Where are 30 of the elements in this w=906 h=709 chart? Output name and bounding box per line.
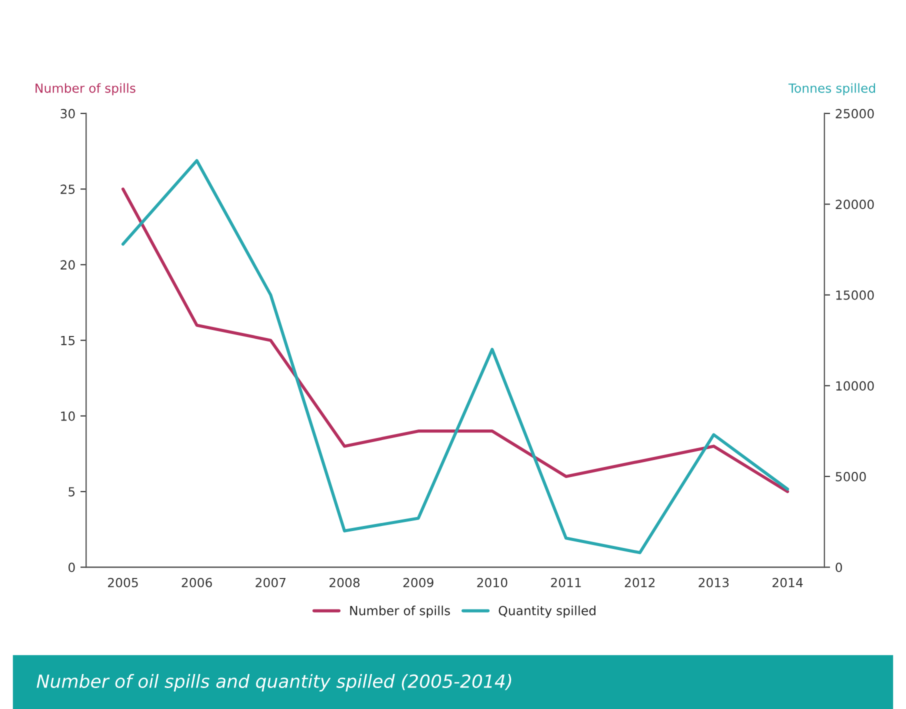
x-tick-label: 2010 <box>477 578 508 588</box>
y2-tick-label: 10000 <box>836 381 874 391</box>
legend-label: Quantity spilled <box>498 606 596 618</box>
line-series <box>121 159 790 554</box>
y-tick-label: 15 <box>61 336 75 346</box>
x-tick-label: 2009 <box>403 578 434 588</box>
y2-tick-label: 20000 <box>836 200 874 210</box>
y-tick-label: 30 <box>60 108 75 118</box>
y-tick-label: 5 <box>68 487 75 496</box>
y2-tick-label: 15000 <box>836 290 874 300</box>
text: Number of oil spills and quantity spilled (2005-2014) <box>36 674 512 692</box>
x-tick-label: 2005 <box>108 578 138 588</box>
y-tick-label: 10 <box>61 411 75 421</box>
x-tick-label: 2006 <box>182 578 212 588</box>
x-tick-label: 2007 <box>256 578 286 588</box>
y2-axis-title: Tonnes spilled <box>788 83 876 96</box>
y2-tick-label: 5000 <box>836 472 866 482</box>
x-tick-label: 2013 <box>698 578 729 588</box>
y2-tick-label: 0 <box>836 562 842 572</box>
line-series <box>121 188 790 494</box>
y2-tick-label: 25000 <box>836 108 874 118</box>
x-tick-label: 2014 <box>772 578 803 588</box>
y-axis-title: Number of spills <box>36 83 136 96</box>
y-tick-label: 0 <box>68 562 75 572</box>
x-tick-label: 2008 <box>330 578 360 588</box>
legend-label: Number of spills <box>350 606 450 618</box>
x-tick-label: 2011 <box>551 578 581 588</box>
x-tick-label: 2012 <box>624 578 655 588</box>
y-tick-label: 25 <box>60 184 75 194</box>
y-tick-label: 20 <box>60 260 75 270</box>
